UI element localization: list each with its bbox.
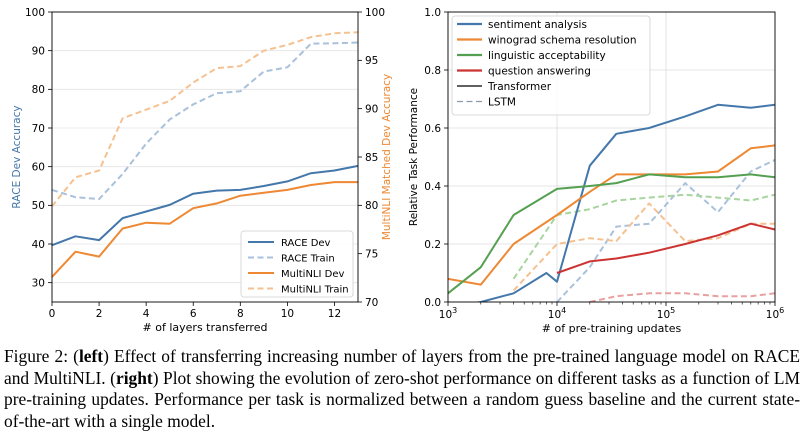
left-x-tick-label: 0 bbox=[49, 308, 56, 320]
series-line-lstm-linguistic-acceptability bbox=[512, 193, 775, 280]
left-y-tick-label: 50 bbox=[32, 200, 45, 212]
left-x-tick-label: 6 bbox=[190, 308, 197, 320]
series-line-transformer-question-answering bbox=[556, 222, 775, 274]
caption-left-word: left bbox=[78, 346, 104, 366]
right-x-tick-label: 103 bbox=[439, 306, 457, 321]
right-y-axis-label: Relative Task Performance bbox=[408, 88, 420, 226]
figure: 0 2 4 6 8 10 12 30 40 50 60 70 80 90 100 70 75 80 85 90 95 10… bbox=[11, 7, 784, 335]
left-y-tick-label: 60 bbox=[32, 161, 45, 173]
right-legend-box bbox=[451, 15, 651, 116]
right-y-tick-label: 0.2 bbox=[424, 239, 441, 251]
left-y-tick-label: 100 bbox=[25, 7, 45, 19]
series-line-lstm-winograd-schema-resolution bbox=[512, 202, 775, 292]
caption-right-word: right bbox=[115, 367, 153, 388]
series-line-transformer-linguistic-acceptability bbox=[448, 173, 775, 295]
series-line-multinli-train bbox=[51, 31, 359, 207]
right-plot-frame bbox=[447, 11, 776, 303]
right-y-tick-label: 0.4 bbox=[424, 181, 441, 193]
left-chart: 0 2 4 6 8 10 12 30 40 50 60 70 80 90 100 70 75 80 85 90 95 10… bbox=[11, 7, 393, 334]
left-y-tick-label: 70 bbox=[32, 123, 45, 135]
series-line-transformer-winograd-schema-resolution bbox=[448, 144, 775, 286]
left-legend-label: RACE Train bbox=[281, 253, 335, 264]
left-y-tick-label: 90 bbox=[32, 45, 45, 57]
left-x-tick-label: 8 bbox=[237, 308, 244, 320]
series-line-multinli-dev bbox=[51, 181, 358, 278]
right-legend-label: linguistic acceptability bbox=[488, 50, 606, 62]
right-y-axis-label: MultiNLI Matched Dev Accuracy bbox=[381, 74, 393, 240]
right-y-tick-label: 70 bbox=[365, 297, 378, 309]
left-x-tick-label: 4 bbox=[143, 308, 150, 320]
left-legend-label: MultiNLI Train bbox=[281, 284, 349, 295]
right-y-tick-label: 0.8 bbox=[424, 65, 441, 77]
left-legend-label: RACE Dev bbox=[281, 238, 331, 249]
right-y-tick-label: 100 bbox=[365, 7, 385, 19]
right-y-tick-label: 80 bbox=[365, 200, 378, 212]
series-line-transformer-sentiment-analysis bbox=[475, 103, 775, 302]
right-y-tick-label: 0.0 bbox=[424, 297, 441, 309]
left-y-axis-label: RACE Dev Accuracy bbox=[11, 105, 23, 208]
right-y-tick-label: 90 bbox=[365, 103, 378, 115]
left-y-tick-label: 30 bbox=[32, 277, 45, 289]
left-legend-box bbox=[240, 230, 354, 298]
right-y-tick-label: 95 bbox=[365, 55, 378, 67]
right-legend-label: Transformer bbox=[487, 81, 552, 93]
left-x-tick-label: 12 bbox=[328, 308, 341, 320]
right-legend: sentiment analysis winograd schema resolu… bbox=[451, 15, 651, 116]
right-chart: 103 104 105 106 0.0 0.2 0.4 0.6 0.8 1.0 # of pre-t… bbox=[408, 7, 784, 335]
left-x-axis-label: # of layers transferred bbox=[143, 321, 268, 334]
left-y-tick-label: 40 bbox=[32, 239, 45, 251]
right-legend-label: winograd schema resolution bbox=[488, 34, 637, 46]
right-x-tick-label: 104 bbox=[548, 306, 566, 321]
figure-label: Figure 2: bbox=[4, 346, 69, 366]
caption-part: ) Plot showing the evolution of zero-sho… bbox=[4, 367, 801, 431]
caption-part: ) Effect of transferring increasing numb… bbox=[4, 346, 800, 388]
figure-caption: Figure 2: (left) Effect of transferring … bbox=[4, 346, 800, 432]
left-x-tick-label: 2 bbox=[96, 308, 103, 320]
left-y-tick-label: 80 bbox=[32, 84, 45, 96]
series-line-race-dev bbox=[51, 164, 359, 247]
right-legend-label: LSTM bbox=[488, 96, 516, 108]
right-series-group bbox=[448, 103, 775, 302]
series-line-race-train bbox=[51, 41, 359, 201]
left-legend-label: MultiNLI Dev bbox=[281, 269, 344, 280]
left-legend: RACE Dev RACE Train MultiNLI Dev MultiNLI T… bbox=[240, 230, 354, 298]
right-legend-label: sentiment analysis bbox=[488, 19, 587, 31]
right-x-axis-label: # of pre-training updates bbox=[542, 322, 682, 335]
caption-part: ( bbox=[73, 346, 79, 366]
series-line-lstm-sentiment-analysis bbox=[556, 158, 775, 302]
series-line-lstm-question-answering bbox=[589, 292, 775, 302]
right-y-tick-label: 85 bbox=[365, 152, 378, 164]
right-y-tick-label: 1.0 bbox=[424, 7, 441, 19]
right-legend-label: question answering bbox=[488, 65, 591, 77]
right-y-tick-label: 0.6 bbox=[424, 123, 441, 135]
right-y-tick-label: 75 bbox=[365, 248, 378, 260]
right-x-tick-label: 105 bbox=[657, 306, 675, 321]
left-x-tick-label: 10 bbox=[281, 308, 294, 320]
right-x-tick-label: 106 bbox=[766, 306, 784, 321]
